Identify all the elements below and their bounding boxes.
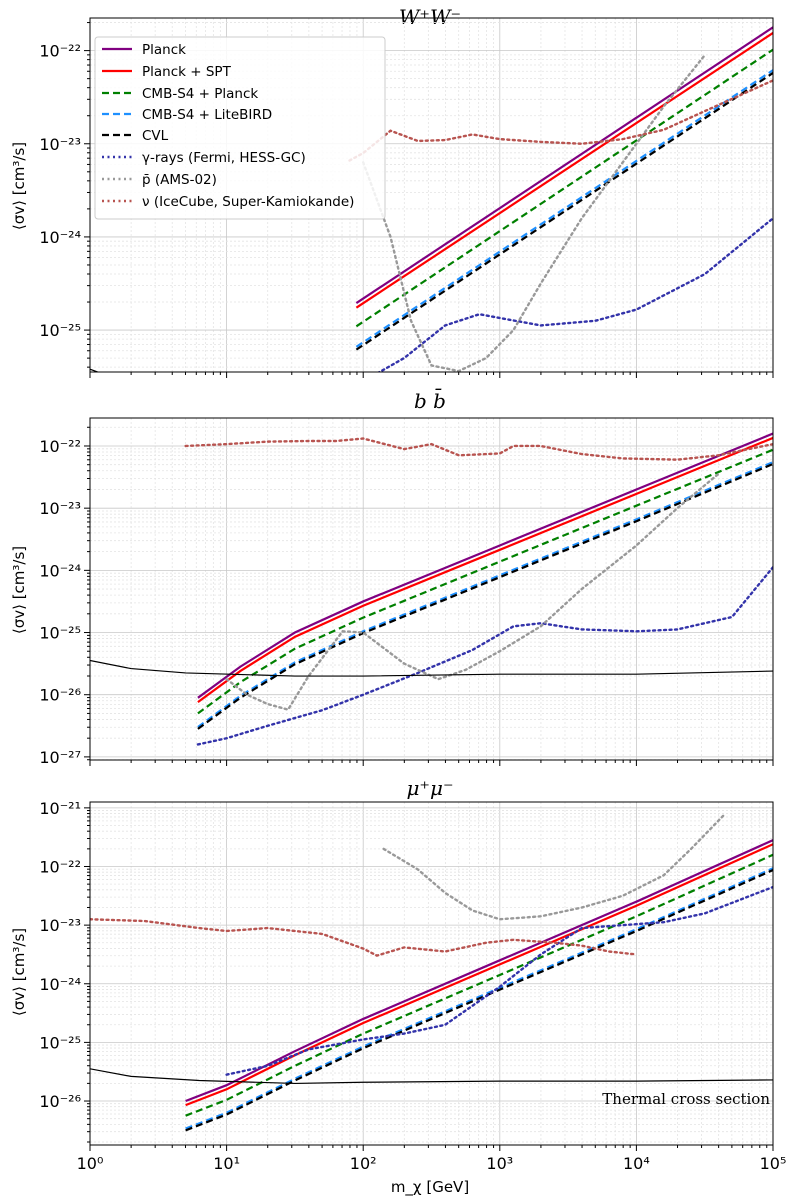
series-line-planck xyxy=(185,839,773,1103)
series-line-thermal-cross-section xyxy=(90,659,773,677)
x-tick-label: 10⁴ xyxy=(623,1154,650,1173)
panel-mupmum: 10⁻²⁶ 10⁻²⁵ 10⁻²⁴ 10⁻²³ 10⁻²² 10⁻²¹ 10⁰ 10¹ 10² 1… xyxy=(39,799,786,1173)
y-tick-label: 10⁻²² xyxy=(39,857,81,876)
series-group xyxy=(90,26,773,372)
x-tick-label: 10⁵ xyxy=(760,1154,787,1173)
x-tick-label: 10⁰ xyxy=(77,1154,104,1173)
y-tick-label: 10⁻²⁷ xyxy=(39,748,81,767)
y-tick-label: 10⁻²⁴ xyxy=(39,228,81,247)
legend-label-neutrino: ν (IceCube, Super-Kamiokande) xyxy=(142,194,354,210)
y-tick-label: 10⁻²⁶ xyxy=(39,686,81,705)
legend-label-planck-spt: Planck + SPT xyxy=(142,64,232,80)
y-tick-label: 10⁻²⁵ xyxy=(39,321,81,340)
series-line-icecube-super-kamiokande xyxy=(348,79,773,162)
series-line-icecube-super-kamiokande xyxy=(90,918,638,957)
series-line-planck xyxy=(197,432,773,699)
y-tick-label: 10⁻²² xyxy=(39,42,81,61)
y-axis-label-top: ⟨σv⟩ [cm³/s] xyxy=(10,142,28,230)
x-tick-label: 10¹ xyxy=(213,1154,240,1173)
series-line-icecube-super-kamiokande xyxy=(184,437,773,461)
series-line-cmb-s4-litebird xyxy=(355,69,773,348)
series-line-rays-fermi-hess-gc xyxy=(377,217,773,372)
y-tick-label: 10⁻²² xyxy=(39,437,81,456)
y-axis-label-bottom: ⟨σv⟩ [cm³/s] xyxy=(10,928,28,1016)
legend-label-cmbs4-planck: CMB-S4 + Planck xyxy=(142,86,258,102)
series-line-planck xyxy=(355,26,773,304)
series-line-cvl xyxy=(355,72,773,351)
series-line-cmb-s4-planck xyxy=(355,48,773,328)
legend-label-planck: Planck xyxy=(142,42,186,58)
plot-frame xyxy=(89,17,774,373)
series-line-p-ams-02 xyxy=(382,812,727,921)
thermal-cross-section-annotation: Thermal cross section xyxy=(602,1090,770,1108)
series-line-cvl xyxy=(197,462,773,730)
panel-title-wpwm: W⁺W⁻ xyxy=(399,5,461,29)
legend-label-cvl: CVL xyxy=(142,128,169,144)
panel-title-mupmum: μ⁺μ⁻ xyxy=(406,776,453,800)
legend: Planck Planck + SPT CMB-S4 + Planck CMB-… xyxy=(94,36,386,220)
panel-title-bbbar: b b̄ xyxy=(414,388,446,413)
y-tick-label: 10⁻²³ xyxy=(39,499,81,518)
x-tick-label: 10² xyxy=(350,1154,377,1173)
series-line-cmb-s4-litebird xyxy=(197,461,773,728)
y-tick-label: 10⁻²⁵ xyxy=(39,624,81,643)
panel-bbbar: 10⁻²⁷ 10⁻²⁶ 10⁻²⁵ 10⁻²⁴ 10⁻²³ 10⁻²² xyxy=(39,417,774,767)
y-tick-label: 10⁻²³ xyxy=(39,135,81,154)
series-line-cmb-s4-planck xyxy=(185,853,773,1117)
series-line-planck-spt xyxy=(355,31,773,309)
y-tick-label: 10⁻²³ xyxy=(39,916,81,935)
y-tick-label: 10⁻²⁶ xyxy=(39,1092,81,1111)
series-group xyxy=(90,812,773,1132)
plot-frame xyxy=(89,801,774,1146)
series-line-planck-spt xyxy=(185,843,773,1107)
series-line-cmb-s4-planck xyxy=(197,448,773,715)
series-line-rays-fermi-hess-gc xyxy=(196,566,773,746)
x-tick-label: 10³ xyxy=(486,1154,513,1173)
y-tick-label: 10⁻²¹ xyxy=(39,799,81,818)
series-line-thermal-cross-section xyxy=(90,1068,773,1085)
y-tick-label: 10⁻²⁴ xyxy=(39,975,81,994)
series-line-rays-fermi-hess-gc xyxy=(225,885,773,1076)
series-line-p-ams-02 xyxy=(362,54,706,372)
series-line-p-ams-02 xyxy=(225,472,720,712)
legend-label-gamma-rays: γ-rays (Fermi, HESS-GC) xyxy=(142,150,306,166)
legend-label-antiproton: p̄ (AMS-02) xyxy=(142,172,217,188)
y-axis-label-middle: ⟨σv⟩ [cm³/s] xyxy=(10,546,28,634)
y-tick-label: 10⁻²⁵ xyxy=(39,1033,81,1052)
legend-box xyxy=(94,36,386,220)
series-line-planck-spt xyxy=(197,436,773,704)
legend-label-cmbs4-litebird: CMB-S4 + LiteBIRD xyxy=(142,107,272,123)
x-axis-label: m_χ [GeV] xyxy=(391,1178,469,1197)
y-tick-label: 10⁻²⁴ xyxy=(39,561,81,580)
series-group xyxy=(90,432,773,746)
